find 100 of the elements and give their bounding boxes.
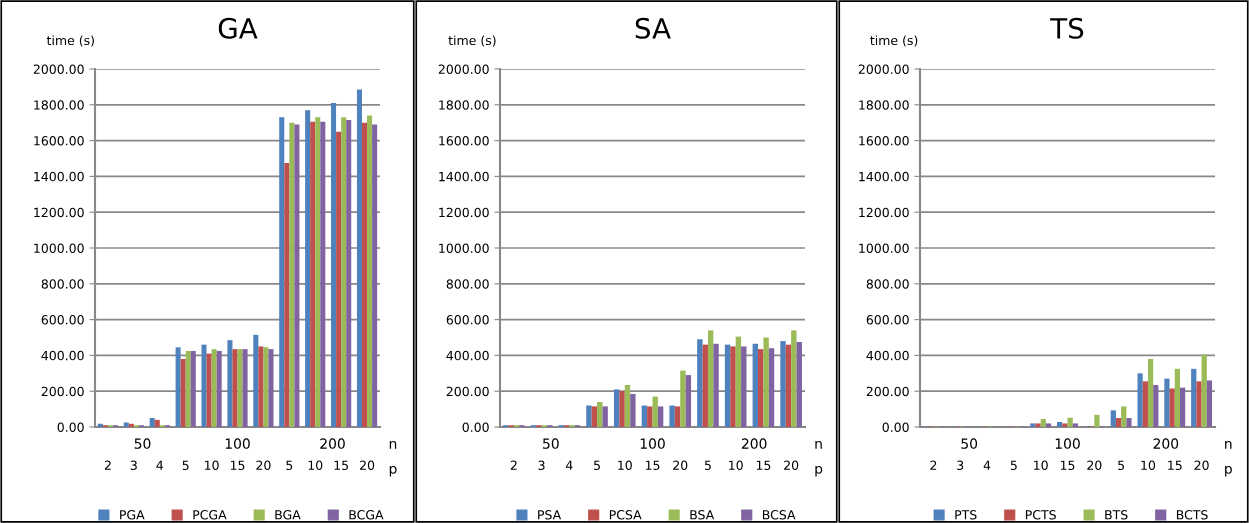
- bar: [320, 121, 326, 427]
- y-tick-label: 200.00: [866, 386, 909, 397]
- x-tick-label: 15: [1168, 460, 1182, 471]
- bar: [702, 344, 708, 427]
- y-tick-label: 600.00: [866, 315, 909, 325]
- text: n: [389, 440, 397, 449]
- bar: [128, 423, 134, 427]
- bar: [763, 337, 769, 427]
- legend-label: PTS: [955, 510, 977, 520]
- bar: [279, 117, 285, 427]
- legend-label: PSA: [538, 510, 562, 520]
- bar: [253, 334, 259, 427]
- bar: [206, 353, 212, 427]
- bar: [591, 406, 598, 427]
- bar: [669, 405, 675, 427]
- bar: [768, 348, 775, 427]
- bar: [1121, 406, 1127, 427]
- bar: [796, 341, 802, 427]
- bar: [346, 120, 352, 427]
- x-tick-label: 3: [130, 460, 137, 471]
- bar: [258, 346, 264, 427]
- bar: [741, 346, 747, 427]
- y-tick-label: 800.00: [41, 279, 84, 289]
- x-tick-label: 4: [156, 460, 164, 470]
- text: 200: [741, 438, 767, 449]
- bar: [237, 349, 243, 427]
- x-tick-label: 15: [645, 460, 660, 471]
- text: 200: [1153, 438, 1179, 449]
- bar: [619, 391, 625, 427]
- legend-label: PCTS: [1025, 510, 1056, 520]
- text: 50: [543, 438, 559, 449]
- bar: [785, 344, 792, 427]
- y-tick-label: 1800.00: [34, 100, 84, 110]
- legend-label: BSA: [690, 510, 715, 520]
- text: n: [815, 440, 822, 449]
- bar: [211, 349, 217, 427]
- bar: [1164, 378, 1170, 427]
- x-tick-label: 2: [104, 460, 111, 470]
- x-tick-label: 10: [1034, 460, 1048, 471]
- bar: [361, 122, 368, 427]
- bar: [1153, 384, 1159, 427]
- y-tick-label: 0.00: [57, 422, 84, 432]
- x-tick-label: 4: [983, 460, 991, 470]
- text: 100: [225, 438, 250, 449]
- bar: [758, 349, 764, 427]
- x-tick-label: 5: [1118, 460, 1125, 471]
- bar: [1045, 423, 1052, 427]
- bar: [232, 349, 238, 427]
- text: 100: [640, 438, 665, 449]
- bar: [613, 389, 620, 427]
- x-tick-label: 5: [594, 460, 600, 471]
- bar: [1115, 418, 1122, 427]
- bar: [154, 419, 160, 427]
- bar: [263, 347, 269, 427]
- x-tick-label: 5: [1010, 460, 1017, 471]
- x-tick-label: 3: [957, 460, 964, 471]
- bar: [1147, 358, 1154, 427]
- x-tick-label: 10: [205, 460, 219, 471]
- bar: [597, 401, 603, 427]
- x-tick-label: 20: [673, 460, 688, 471]
- bar: [268, 349, 274, 427]
- bar: [336, 131, 342, 427]
- bar: [1196, 381, 1202, 427]
- bar: [284, 162, 290, 427]
- bar: [641, 405, 648, 427]
- bar: [180, 358, 186, 427]
- bar: [680, 370, 686, 427]
- bar: [730, 346, 736, 427]
- x-tick-label: 2: [510, 460, 517, 470]
- bar: [1191, 368, 1197, 427]
- bar: [602, 406, 608, 427]
- bar: [674, 406, 681, 427]
- bar: [697, 339, 703, 427]
- x-tick-label: 20: [256, 460, 271, 471]
- x-tick-label: 15: [230, 460, 245, 471]
- bar: [752, 343, 758, 427]
- y-tick-label: 400.00: [866, 350, 909, 361]
- y-tick-label: 800.00: [446, 279, 489, 289]
- y-axis-title: time (s): [870, 35, 918, 47]
- bar: [1035, 423, 1041, 427]
- bar: [1067, 417, 1073, 427]
- y-tick-label: 1800.00: [439, 100, 489, 110]
- text: 100: [1055, 438, 1080, 449]
- y-tick-label: 1400.00: [439, 171, 489, 182]
- bar: [341, 117, 347, 427]
- x-tick-label: 2: [930, 460, 937, 470]
- x-tick-label: 3: [538, 460, 545, 471]
- y-tick-label: 1600.00: [34, 136, 84, 146]
- bar: [1040, 418, 1046, 427]
- bar: [315, 117, 321, 427]
- bar: [647, 406, 653, 427]
- y-tick-label: 1800.00: [859, 100, 909, 110]
- text: 50: [961, 438, 978, 449]
- bar: [1180, 387, 1186, 427]
- x-tick-label: 10: [729, 460, 743, 471]
- y-tick-label: 1600.00: [859, 136, 909, 146]
- bar: [780, 341, 786, 427]
- bar: [586, 405, 592, 427]
- x-tick-label: 20: [784, 460, 799, 471]
- bar: [685, 375, 692, 427]
